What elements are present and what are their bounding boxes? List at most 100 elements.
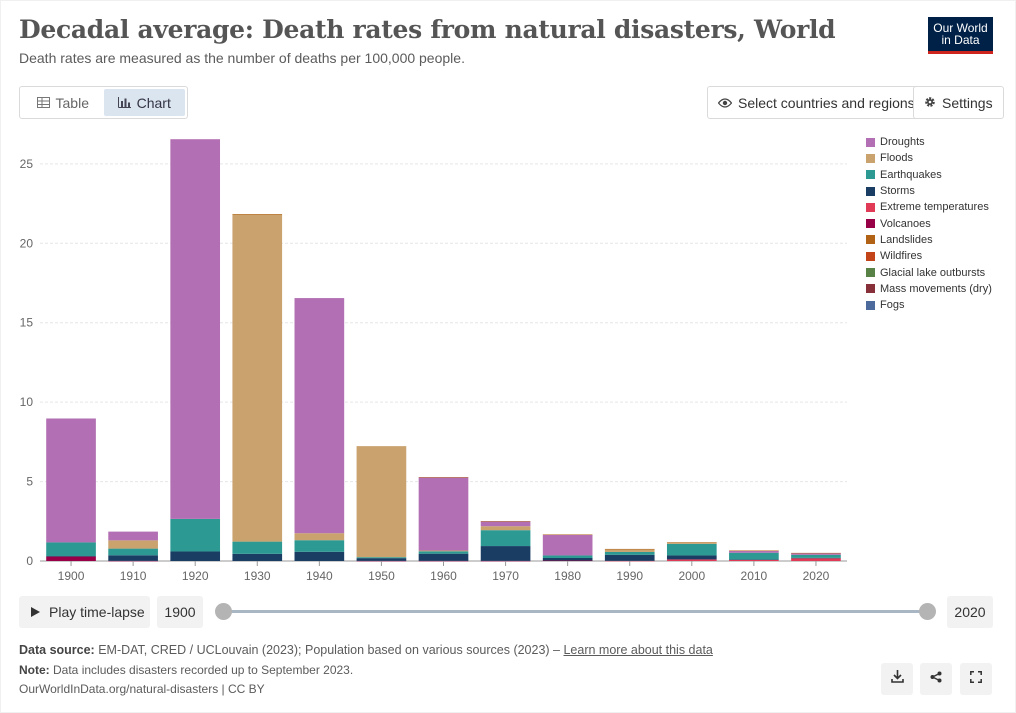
bar-segment-landslides[interactable] [232, 214, 283, 215]
x-tick-label: 2020 [803, 569, 830, 583]
learn-more-link[interactable]: Learn more about this data [563, 643, 713, 657]
y-tick-label: 5 [26, 475, 33, 489]
settings-button[interactable]: Settings [913, 86, 1004, 119]
bar-segment-floods[interactable] [604, 549, 655, 552]
bar-segment-droughts[interactable] [418, 477, 469, 551]
bar-segment-storms[interactable] [729, 559, 779, 560]
bar-segment-floods[interactable] [232, 214, 283, 542]
bar-segment-floods[interactable] [666, 542, 717, 544]
bar-segment-storms[interactable] [108, 555, 158, 561]
download-button[interactable] [881, 663, 913, 695]
bar-segment-floods[interactable] [294, 533, 345, 541]
bar-segment-droughts[interactable] [542, 534, 593, 556]
end-year-box[interactable]: 2020 [947, 596, 993, 628]
legend-item[interactable]: Wildfires [866, 248, 992, 264]
bar-segment-landslides[interactable] [791, 552, 841, 554]
bar-segment-landslides[interactable] [542, 534, 593, 535]
share-button[interactable] [920, 663, 952, 695]
tab-chart[interactable]: Chart [103, 89, 185, 116]
legend-item[interactable]: Glacial lake outbursts [866, 264, 992, 280]
bar-segment-storms[interactable] [294, 551, 345, 561]
data-source-line: Data source: EM-DAT, CRED / UCLouvain (2… [19, 643, 713, 657]
timeline-end-handle[interactable] [919, 603, 936, 620]
legend-swatch [866, 268, 875, 278]
bar-segment-earthquakes[interactable] [604, 551, 655, 555]
start-year-box[interactable]: 1900 [157, 596, 203, 628]
bar-segment-landslides[interactable] [418, 477, 469, 478]
tab-table-label: Table [55, 94, 89, 111]
fullscreen-button[interactable] [960, 663, 992, 695]
legend-item[interactable]: Volcanoes [866, 215, 992, 231]
bar-segment-earthquakes[interactable] [729, 552, 779, 560]
bar-segment-floods[interactable] [418, 550, 469, 552]
legend-item[interactable]: Storms [866, 183, 992, 199]
bar-segment-earthquakes[interactable] [108, 548, 158, 556]
bar-segment-storms[interactable] [666, 555, 717, 560]
bar-segment-earthquakes[interactable] [356, 557, 407, 559]
bar-segment-droughts[interactable] [480, 521, 531, 527]
bar-segment-extreme-temperatures[interactable] [666, 559, 717, 561]
bar-segment-landslides[interactable] [729, 550, 779, 552]
bar-segment-storms[interactable] [356, 558, 407, 561]
select-countries-label: Select countries and regions [738, 94, 915, 111]
timeline-track[interactable] [223, 610, 927, 613]
bar-segment-floods[interactable] [480, 526, 531, 531]
play-timelapse-button[interactable]: Play time-lapse [19, 596, 150, 628]
legend-item[interactable]: Extreme temperatures [866, 199, 992, 215]
bar-segment-earthquakes[interactable] [294, 540, 345, 552]
timeline-start-handle[interactable] [215, 603, 232, 620]
bar-segment-extreme-temperatures[interactable] [729, 559, 779, 561]
legend-item[interactable]: Floods [866, 150, 992, 166]
expand-icon [970, 670, 982, 688]
bar-segment-droughts[interactable] [108, 531, 158, 541]
bar-segment-earthquakes[interactable] [170, 518, 221, 552]
bar-segment-droughts[interactable] [294, 298, 345, 534]
legend-item[interactable]: Mass movements (dry) [866, 281, 992, 297]
bar-segment-floods[interactable] [356, 446, 407, 558]
url-line[interactable]: OurWorldInData.org/natural-disasters | C… [19, 682, 265, 696]
bar-segment-earthquakes[interactable] [232, 541, 283, 554]
bar-segment-extreme-temperatures[interactable] [791, 558, 841, 561]
bar-segment-storms[interactable] [232, 553, 283, 561]
bar-segment-landslides[interactable] [666, 542, 717, 543]
legend-label: Mass movements (dry) [880, 282, 992, 295]
bar-segment-volcanoes[interactable] [542, 560, 593, 562]
bar-segment-storms[interactable] [418, 553, 469, 561]
legend-swatch [866, 186, 875, 196]
select-countries-button[interactable]: Select countries and regions [707, 86, 926, 119]
y-tick-label: 25 [20, 157, 34, 171]
bar-segment-storms[interactable] [170, 551, 221, 561]
bar-segment-storms[interactable] [791, 557, 841, 559]
owid-logo[interactable]: Our World in Data [928, 17, 993, 54]
bar-segment-earthquakes[interactable] [480, 530, 531, 547]
legend-swatch [866, 300, 875, 310]
bar-segment-droughts[interactable] [170, 139, 221, 519]
legend-item[interactable]: Fogs [866, 297, 992, 313]
tab-table[interactable]: Table [22, 89, 104, 116]
bar-segment-storms[interactable] [46, 556, 96, 557]
bar-segment-storms[interactable] [480, 546, 531, 561]
legend-item[interactable]: Droughts [866, 134, 992, 150]
share-icon [930, 670, 942, 688]
legend-swatch [866, 202, 875, 212]
bar-segment-earthquakes[interactable] [542, 555, 593, 558]
x-tick-label: 2000 [678, 569, 705, 583]
bar-segment-earthquakes[interactable] [418, 551, 469, 554]
legend-item[interactable]: Earthquakes [866, 167, 992, 183]
legend-swatch [866, 235, 875, 245]
bar-segment-storms[interactable] [604, 554, 655, 561]
bar-segment-landslides[interactable] [480, 521, 531, 522]
bar-segment-floods[interactable] [108, 540, 158, 549]
bar-segment-volcanoes[interactable] [46, 556, 96, 561]
legend-item[interactable]: Landslides [866, 232, 992, 248]
bar-segment-droughts[interactable] [46, 418, 96, 543]
bar-segment-earthquakes[interactable] [666, 543, 717, 556]
bar-segment-earthquakes[interactable] [791, 554, 841, 558]
bar-segment-droughts[interactable] [729, 550, 779, 553]
bar-segment-earthquakes[interactable] [46, 542, 96, 557]
bar-segment-storms[interactable] [542, 557, 593, 561]
bar-segment-landslides[interactable] [604, 548, 655, 550]
bar-segment-droughts[interactable] [791, 553, 841, 555]
chart-legend: Droughts Floods Earthquakes Storms Extreme t… [866, 134, 992, 313]
gear-icon [924, 95, 936, 111]
